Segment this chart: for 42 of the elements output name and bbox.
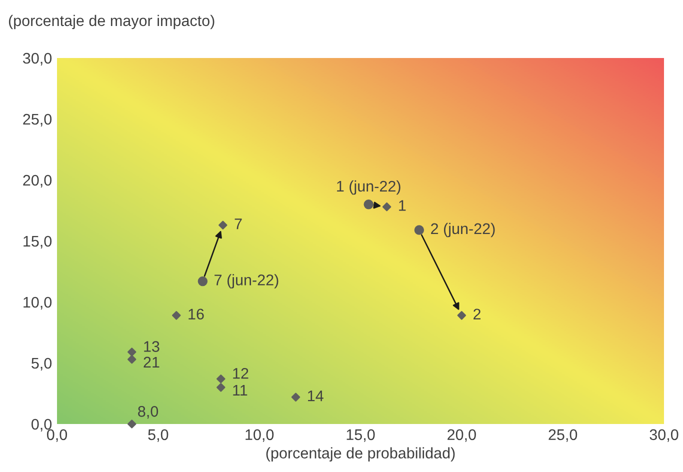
- annotation: 13: [144, 341, 160, 352]
- annotation: 12: [233, 368, 248, 379]
- y-axis-title: (porcentaje de mayor impacto): [8, 14, 214, 30]
- annotation: 1: [399, 200, 406, 211]
- point: [127, 354, 136, 364]
- point: [216, 374, 226, 384]
- point: [364, 200, 374, 210]
- annotation: 21: [144, 356, 160, 368]
- annotation: 16: [188, 308, 204, 320]
- annotation: 2: [474, 308, 481, 320]
- annotation: 7: [234, 218, 242, 230]
- point: [198, 276, 208, 286]
- point: [382, 202, 392, 212]
- y-tick-label: 30,0: [22, 52, 52, 66]
- x-tick-label: 15,0: [346, 429, 375, 442]
- point: [414, 225, 424, 235]
- annotation: 2 (jun-22): [431, 222, 495, 238]
- y-tick-label: 0,0: [32, 418, 52, 432]
- y-tick-label: 10,0: [24, 296, 52, 310]
- point: [127, 348, 136, 356]
- x-tick-label: 30,0: [650, 429, 678, 442]
- x-tick-label: 25,0: [548, 429, 578, 442]
- y-tick-label: 5,0: [32, 358, 52, 370]
- annotation: 11: [233, 385, 248, 396]
- y-tick-label: 20,0: [23, 174, 52, 188]
- point: [457, 311, 466, 320]
- y-tick-label: 25,0: [23, 114, 52, 126]
- point: [291, 392, 300, 402]
- point: [216, 383, 226, 392]
- annotation: 7 (jun-22): [214, 274, 278, 288]
- y-tick-label: 15,0: [24, 236, 52, 248]
- x-tick-label: 20,0: [448, 429, 476, 442]
- point: [218, 220, 228, 230]
- annotation: 14: [308, 390, 324, 402]
- annotation: 1 (jun-22): [337, 180, 400, 195]
- x-axis-title: (porcentaje de probabilidad): [266, 447, 455, 462]
- x-tick-label: 5,0: [148, 429, 168, 442]
- x-tick-label: 10,0: [246, 429, 274, 442]
- point: [172, 311, 181, 320]
- point: [127, 420, 136, 428]
- annotation: 8,0: [138, 406, 158, 419]
- x-tick-label: 0,0: [46, 429, 68, 442]
